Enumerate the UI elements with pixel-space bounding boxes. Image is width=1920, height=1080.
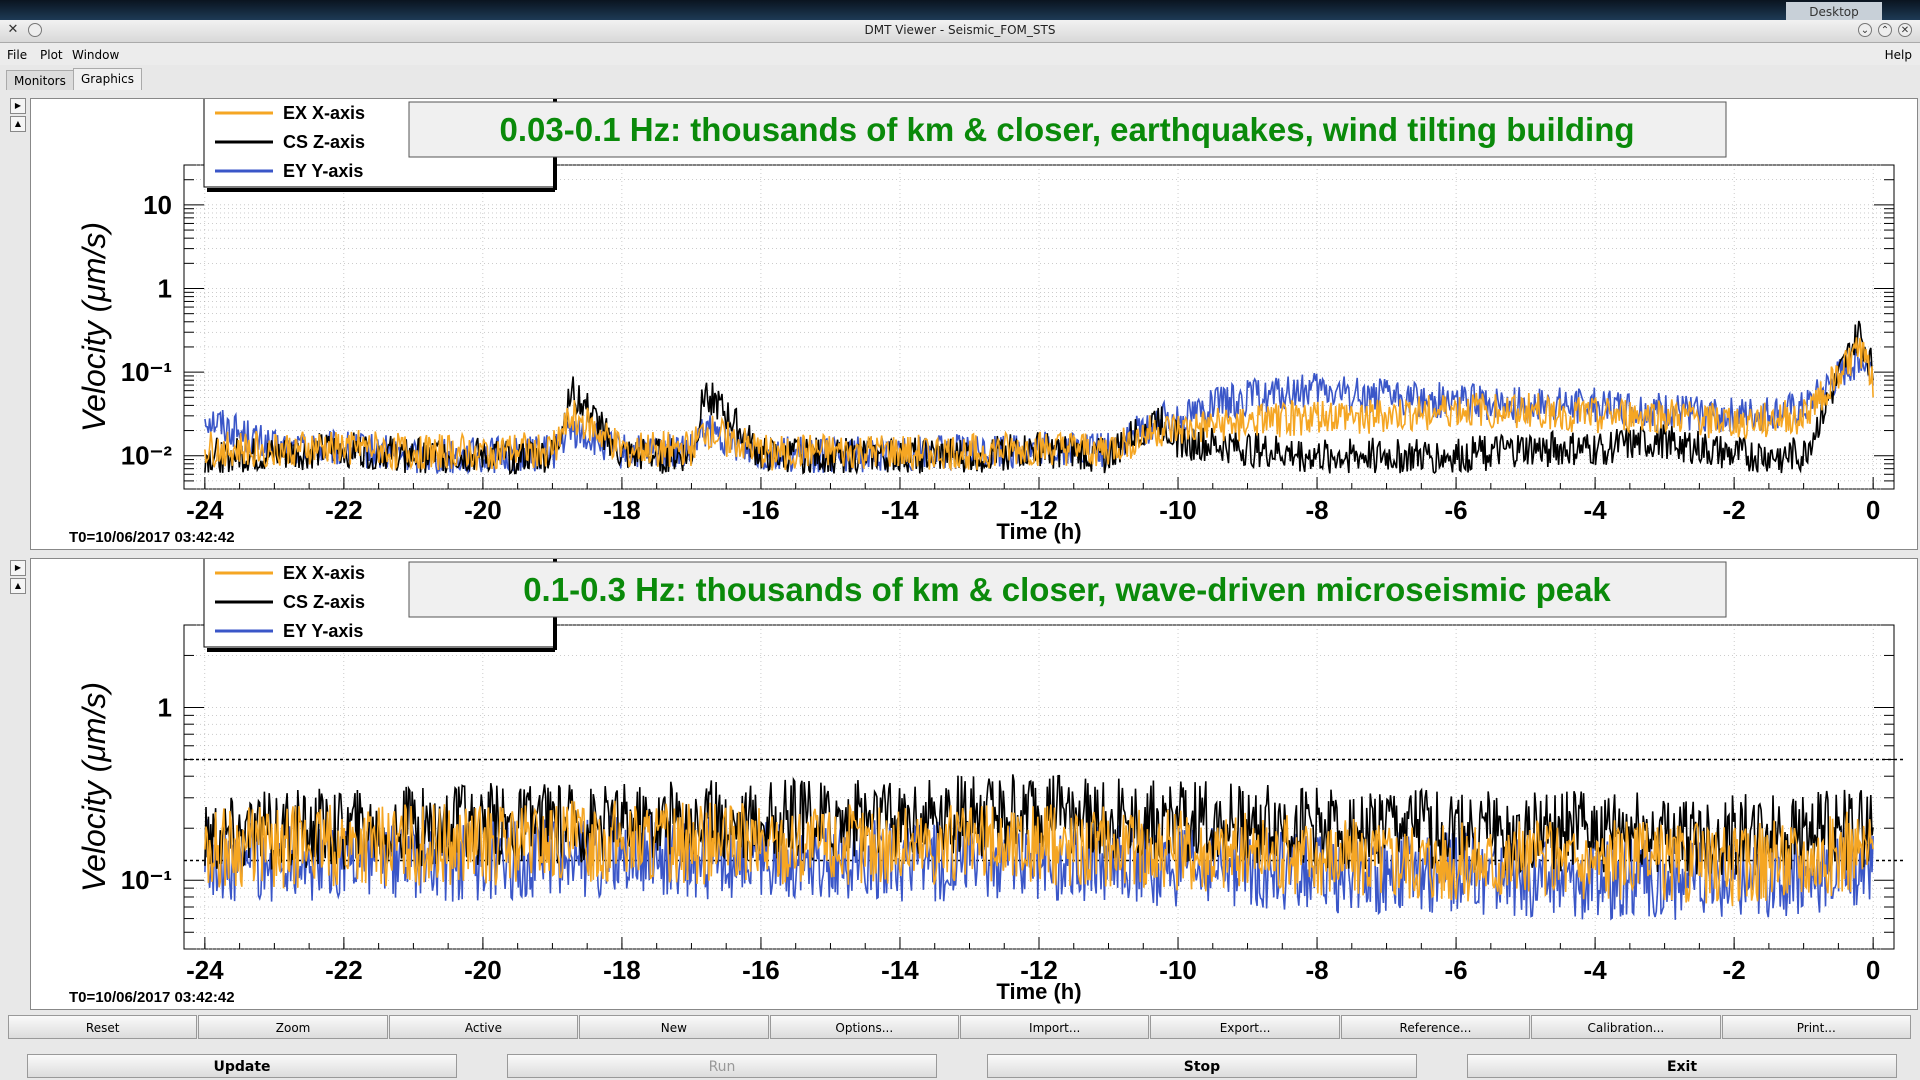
x-tick-label: -20: [464, 955, 502, 985]
x-tick-label: -16: [742, 495, 780, 525]
toolbar-button-import[interactable]: Import...: [960, 1015, 1150, 1039]
scroll-up-icon[interactable]: ▲: [10, 116, 26, 132]
legend-label: EY Y-axis: [283, 161, 363, 181]
stop-button[interactable]: Stop: [987, 1054, 1417, 1078]
y-tick-label: 10: [143, 190, 172, 220]
legend-label: EX X-axis: [283, 563, 365, 583]
x-tick-label: -18: [603, 955, 641, 985]
x-tick-label: -4: [1584, 495, 1608, 525]
title-box-bg: [408, 561, 1727, 618]
legend-label: CS Z-axis: [283, 592, 365, 612]
y-axis-label: Velocity (μm/s): [76, 222, 112, 432]
y-tick-label: 10⁻¹: [121, 357, 172, 387]
tab-graphics[interactable]: Graphics: [73, 68, 142, 90]
exit-button[interactable]: Exit: [1467, 1054, 1897, 1078]
x-tick-label: -24: [186, 495, 224, 525]
scroll-right-icon[interactable]: ▶: [10, 560, 26, 576]
close-icon[interactable]: ✕: [1898, 23, 1912, 37]
title-bar: ✕ DMT Viewer - Seismic_FOM_STS ⌄ ⌃ ✕: [0, 20, 1920, 43]
toolbar-button-reset[interactable]: Reset: [8, 1015, 198, 1039]
menu-bar: File Plot Window Help: [0, 43, 1920, 65]
x-tick-label: -18: [603, 495, 641, 525]
y-tick-label: 10⁻²: [121, 441, 173, 471]
x-tick-label: -2: [1723, 955, 1746, 985]
series-line-1: [204, 774, 1874, 877]
toolbar-button-options[interactable]: Options...: [769, 1015, 959, 1039]
x-tick-label: -22: [325, 955, 363, 985]
x-axis-label: Time (h): [996, 979, 1081, 1004]
t0-label: T0=10/06/2017 03:42:42: [69, 529, 235, 546]
x-tick-label: -12: [1020, 955, 1058, 985]
window-menu-icon[interactable]: [28, 23, 42, 37]
toolbar-button-zoom[interactable]: Zoom: [198, 1015, 388, 1039]
y-axis-label: Velocity (μm/s): [76, 682, 112, 892]
app-icon[interactable]: ✕: [7, 22, 19, 37]
x-tick-label: -12: [1020, 495, 1058, 525]
x-tick-label: -14: [881, 495, 919, 525]
desktop-label[interactable]: Desktop: [1786, 2, 1882, 20]
tab-monitors[interactable]: Monitors: [6, 70, 74, 90]
toolbar-button-calibration[interactable]: Calibration...: [1531, 1015, 1721, 1039]
action-bar: Update Run Stop Exit: [0, 1054, 1920, 1078]
tab-bar: Monitors Graphics: [0, 66, 1920, 92]
toolbar-button-export[interactable]: Export...: [1150, 1015, 1340, 1039]
x-tick-label: -8: [1305, 955, 1328, 985]
toolbar-button-active[interactable]: Active: [388, 1015, 579, 1039]
legend: EX X-axis CS Z-axis EY Y-axis: [203, 559, 557, 652]
desktop-strip: Desktop: [0, 0, 1920, 20]
toolbar-button-reference[interactable]: Reference...: [1340, 1015, 1531, 1039]
y-tick-label: 1: [158, 274, 172, 304]
title-box-bg: [408, 101, 1727, 158]
menu-plot[interactable]: Plot: [40, 48, 63, 62]
menu-help[interactable]: Help: [1884, 48, 1912, 62]
x-tick-label: -10: [1159, 955, 1197, 985]
x-tick-label: -8: [1305, 495, 1328, 525]
menu-window[interactable]: Window: [72, 48, 120, 62]
legend-label: EX X-axis: [283, 103, 365, 123]
minimize-icon[interactable]: ⌄: [1858, 23, 1872, 37]
x-axis-label: Time (h): [996, 519, 1081, 544]
x-tick-label: 0: [1866, 495, 1880, 525]
chart-2: 110⁻¹-24 -22 -20 -18 -16 -14 -12 -10 -8 -6 -4 -2 0Ti…: [69, 559, 1906, 1006]
scroll-up-icon[interactable]: ▲: [10, 578, 26, 594]
t0-label: T0=10/06/2017 03:42:42: [69, 989, 235, 1006]
x-tick-label: -24: [186, 955, 224, 985]
chart-title: 0.1-0.3 Hz: thousands of km & closer, wa…: [523, 571, 1611, 608]
chart-title-box: 0.1-0.3 Hz: thousands of km & closer, wa…: [408, 561, 1727, 618]
plot-panel-2[interactable]: 1 10⁻¹ -24 -22 -20 -18 -16 -14 -12 -10 -8 -6 -4 -2 0 Ti…: [30, 558, 1918, 1010]
x-tick-label: -2: [1723, 495, 1746, 525]
x-tick-label: -14: [881, 955, 919, 985]
scroll-right-icon[interactable]: ▶: [10, 98, 26, 114]
y-tick-label: 1: [158, 692, 172, 722]
window-title: DMT Viewer - Seismic_FOM_STS: [864, 23, 1056, 37]
toolbar-button-print[interactable]: Print...: [1721, 1015, 1911, 1039]
panel2-scroll-arrows: ▶ ▲: [10, 560, 26, 596]
x-tick-label: -4: [1584, 955, 1608, 985]
legend-label: CS Z-axis: [283, 132, 365, 152]
chart-title: 0.03-0.1 Hz: thousands of km & closer, e…: [499, 111, 1634, 148]
x-tick-label: -6: [1445, 955, 1468, 985]
x-tick-label: -6: [1445, 495, 1468, 525]
x-tick-label: 0: [1866, 955, 1880, 985]
maximize-icon[interactable]: ⌃: [1878, 23, 1892, 37]
plot-panel-1[interactable]: 10 1 10⁻¹ 10⁻² -24 -22 -20 -18 -16 -14 -12 -10 -8 -6-…: [30, 98, 1918, 550]
menu-file[interactable]: File: [7, 48, 28, 62]
toolbar-button-new[interactable]: New: [579, 1015, 769, 1039]
legend-label: EY Y-axis: [283, 621, 363, 641]
grid: [184, 164, 1894, 490]
series-line-0: [204, 800, 1874, 907]
x-tick-label: -16: [742, 955, 780, 985]
x-tick-label: -10: [1159, 495, 1197, 525]
panel1-scroll-arrows: ▶ ▲: [10, 98, 26, 134]
plot-toolbar: Reset Zoom Active New Options... Import... Exp…: [8, 1015, 1912, 1039]
x-tick-label: -20: [464, 495, 502, 525]
y-tick-label: 10⁻¹: [121, 865, 172, 895]
chart-title-box: 0.03-0.1 Hz: thousands of km & closer, e…: [408, 101, 1727, 158]
update-button[interactable]: Update: [27, 1054, 457, 1078]
run-button[interactable]: Run: [507, 1054, 937, 1078]
series-line-0: [204, 337, 1874, 472]
x-tick-label: -22: [325, 495, 363, 525]
